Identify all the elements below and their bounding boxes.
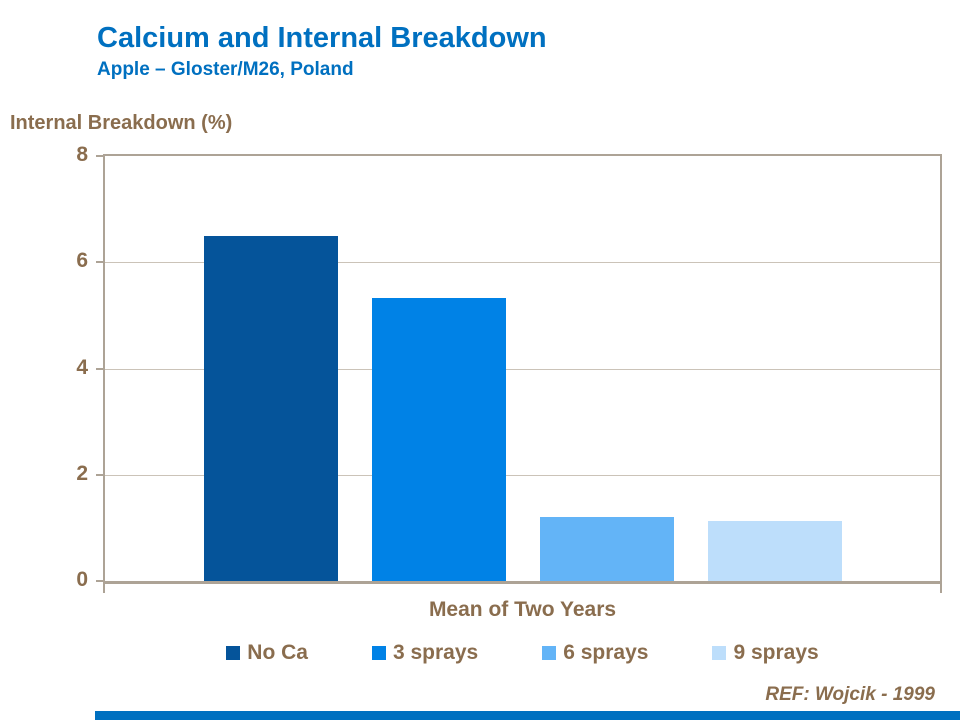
legend-entry-no-ca: No Ca: [226, 641, 308, 665]
legend-entry-9-sprays: 9 sprays: [712, 641, 819, 665]
legend-swatch-icon: [371, 646, 386, 660]
bar-3-sprays: [371, 297, 506, 581]
legend-entry-6-sprays: 6 sprays: [542, 641, 648, 665]
y-tick-label-4: 4: [76, 355, 88, 379]
x-axis-left-tick: [103, 584, 105, 593]
reference-note: REF: Wojcik - 1999: [765, 684, 935, 705]
legend-swatch-icon: [542, 646, 557, 660]
legend-entry-3-sprays: 3 sprays: [371, 641, 479, 665]
gridline-y-6: [105, 262, 940, 264]
legend-label: 9 sprays: [733, 641, 819, 664]
y-tick-label-8: 8: [76, 143, 88, 166]
bar-no-ca: [203, 235, 338, 581]
y-tick-label-2: 2: [76, 461, 88, 485]
legend-label: 6 sprays: [563, 641, 649, 664]
bar-6-sprays: [539, 517, 674, 581]
chart-subtitle: Apple – Gloster/M26, Poland: [97, 59, 354, 80]
chart-title: Calcium and Internal Breakdown: [97, 22, 547, 54]
y-axis-tick: [96, 155, 103, 157]
gridline-y-4: [105, 368, 940, 370]
footer-accent-bar: [95, 711, 960, 720]
gridline-y-2: [105, 474, 940, 476]
x-axis-right-tick: [940, 584, 942, 593]
y-axis-tick: [96, 261, 103, 264]
y-axis-tick-labels: 0 2 4 6 8: [20, 144, 88, 590]
legend-swatch-icon: [712, 646, 727, 660]
legend-swatch-icon: [226, 646, 241, 660]
legend: No Ca 3 sprays 6 sprays 9 sprays: [103, 641, 942, 665]
plot-area: [96, 154, 942, 593]
y-axis-title: Internal Breakdown (%): [10, 112, 233, 134]
y-axis-tick: [96, 580, 103, 582]
y-tick-label-6: 6: [76, 249, 88, 273]
y-tick-label-0: 0: [76, 568, 88, 591]
bar-9-sprays: [707, 520, 842, 581]
legend-label: 3 sprays: [392, 641, 479, 664]
legend-label: No Ca: [247, 641, 308, 664]
y-axis-tick: [96, 473, 103, 476]
x-axis-title: Mean of Two Years: [428, 598, 617, 621]
y-axis-tick: [96, 367, 103, 370]
